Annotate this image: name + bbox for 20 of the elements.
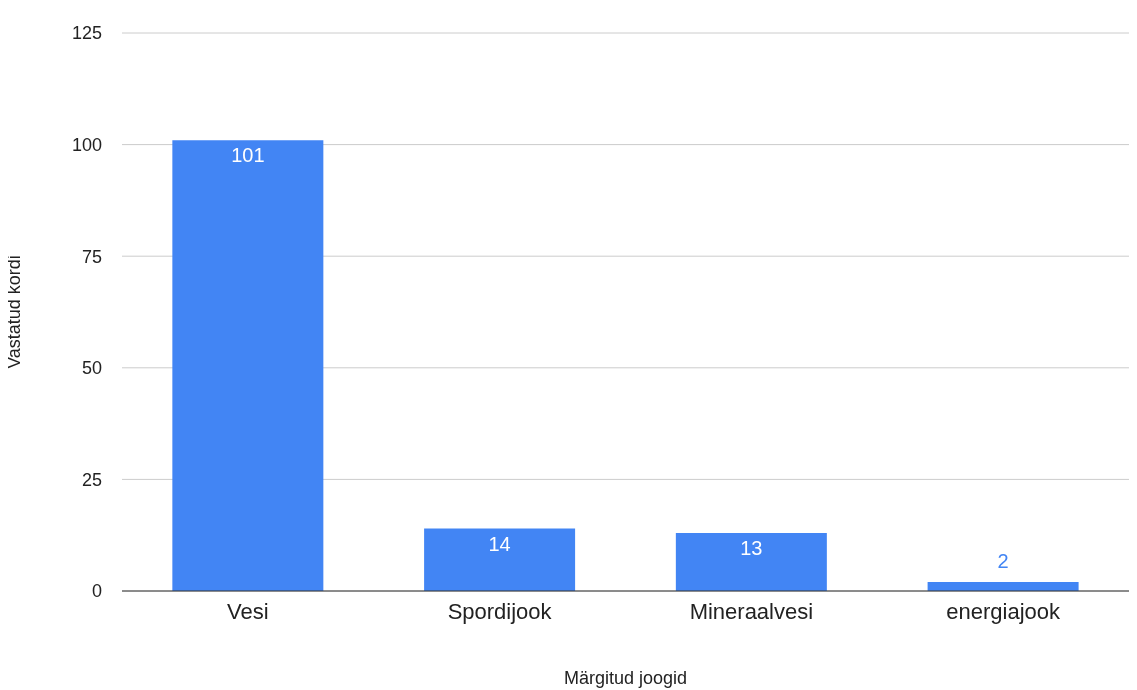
bar bbox=[424, 528, 576, 591]
y-tick-label: 0 bbox=[91, 581, 102, 602]
bar bbox=[927, 582, 1079, 591]
x-tick-label: Spordijook bbox=[447, 598, 553, 624]
x-axis-title: Märgitud joogid bbox=[563, 668, 688, 688]
y-tick-label: 100 bbox=[71, 134, 102, 155]
y-tick-label: 75 bbox=[81, 246, 102, 267]
x-tick-label: energiajook bbox=[946, 598, 1061, 624]
y-tick-label: 125 bbox=[71, 23, 102, 44]
x-tick-label: Mineraalvesi bbox=[689, 598, 814, 624]
y-tick-label: 50 bbox=[81, 358, 102, 379]
y-tick-label: 25 bbox=[81, 469, 102, 490]
bar bbox=[675, 532, 827, 591]
data-label: 14 bbox=[488, 532, 511, 555]
data-label: 2 bbox=[997, 550, 1009, 573]
x-tick-label: Vesi bbox=[227, 598, 269, 624]
y-axis-title: Vastatud kordi bbox=[4, 255, 25, 369]
data-label: 101 bbox=[231, 144, 265, 167]
data-label: 13 bbox=[740, 536, 763, 559]
bar bbox=[172, 140, 324, 591]
